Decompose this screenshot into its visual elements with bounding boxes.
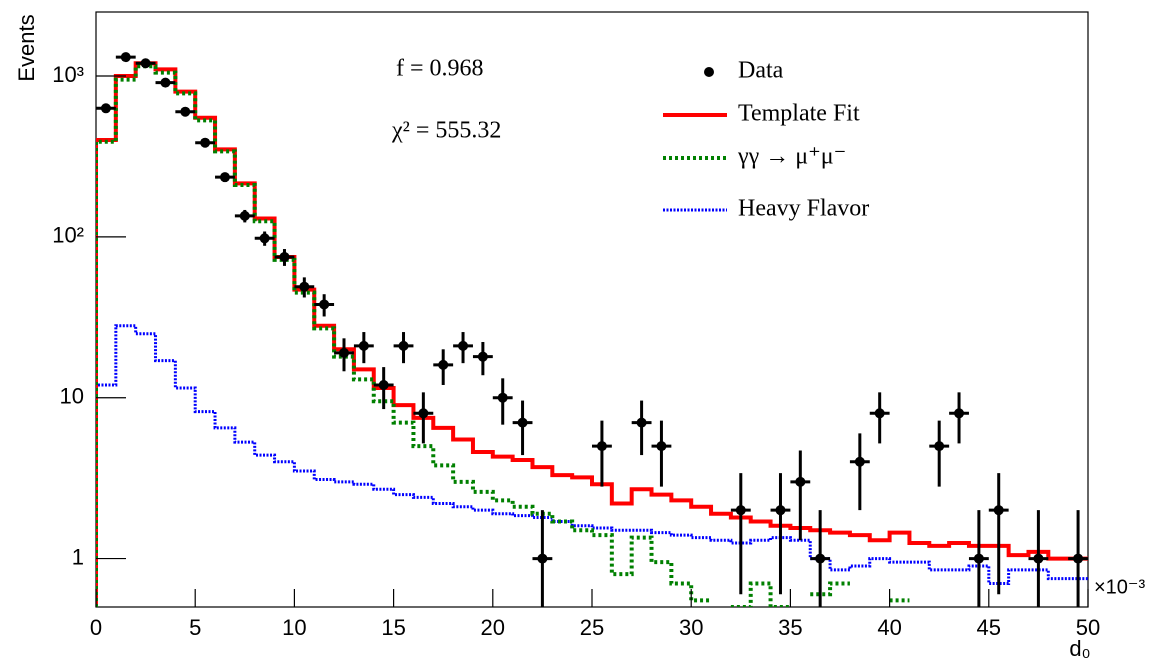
annotation: f = 0.968 <box>396 56 484 82</box>
data-point <box>398 340 409 351</box>
plot-area <box>96 52 1088 607</box>
x-tick-label: 40 <box>877 615 901 640</box>
data-point <box>656 441 667 452</box>
data-point <box>874 408 885 419</box>
annotation: χ² = 555.32 <box>391 118 501 144</box>
y-axis-label: Events <box>14 14 39 81</box>
x-axis-label: d₀ <box>1069 636 1090 661</box>
data-point <box>339 347 349 358</box>
data-point <box>120 52 131 63</box>
step-line <box>96 324 1088 607</box>
data-point <box>775 505 786 516</box>
x-tick-label: 35 <box>778 615 802 640</box>
legend-label: Data <box>738 58 784 84</box>
y-tick-label: 10² <box>52 223 84 248</box>
x-tick-label: 5 <box>189 615 201 640</box>
legend-label: Template Fit <box>738 101 860 127</box>
data-point <box>160 77 171 88</box>
data-point <box>140 58 151 69</box>
x-tick-label: 30 <box>679 615 703 640</box>
data-point <box>993 505 1004 516</box>
x-tick-label: 45 <box>977 615 1001 640</box>
data-point <box>537 553 548 564</box>
legend-label: γγ → μ⁺μ⁻ <box>737 144 846 170</box>
x-multiplier: ×10⁻³ <box>1094 576 1145 598</box>
y-tick-label: 10 <box>60 384 84 409</box>
y-tick-label: 1 <box>72 544 84 569</box>
data-point <box>973 553 984 564</box>
legend-marker <box>704 67 714 77</box>
x-tick-label: 20 <box>481 615 505 640</box>
data-point <box>735 505 746 516</box>
data-point <box>438 359 449 370</box>
data-point <box>517 417 528 428</box>
data-point <box>954 408 965 419</box>
data-point <box>795 476 806 487</box>
data-point <box>636 417 647 428</box>
data-point <box>100 103 111 114</box>
legend-label: Heavy Flavor <box>738 196 869 222</box>
data-point <box>1073 553 1084 564</box>
data-point <box>477 351 488 362</box>
data-point <box>934 441 945 452</box>
data-point <box>378 379 389 390</box>
step-line <box>96 64 712 607</box>
data-point <box>418 408 429 419</box>
x-tick-label: 0 <box>90 615 102 640</box>
data-point <box>279 251 290 262</box>
data-point <box>319 299 330 310</box>
data-point <box>458 340 469 351</box>
data-point <box>854 456 865 467</box>
data-point <box>200 137 211 148</box>
data-point <box>358 340 369 351</box>
data-point <box>219 172 230 183</box>
x-tick-label: 50 <box>1076 615 1100 640</box>
x-tick-label: 15 <box>381 615 405 640</box>
data-point <box>259 233 270 244</box>
plot-frame <box>95 11 1089 608</box>
data-point <box>596 441 607 452</box>
x-tick-label: 10 <box>282 615 306 640</box>
data-point <box>299 281 310 292</box>
y-tick-label: 10³ <box>52 62 84 87</box>
data-point <box>239 210 250 221</box>
data-point <box>180 106 191 117</box>
data-point <box>815 553 826 564</box>
step-line <box>810 581 850 597</box>
x-tick-label: 25 <box>580 615 604 640</box>
data-point <box>497 392 508 403</box>
data-point <box>1033 553 1044 564</box>
